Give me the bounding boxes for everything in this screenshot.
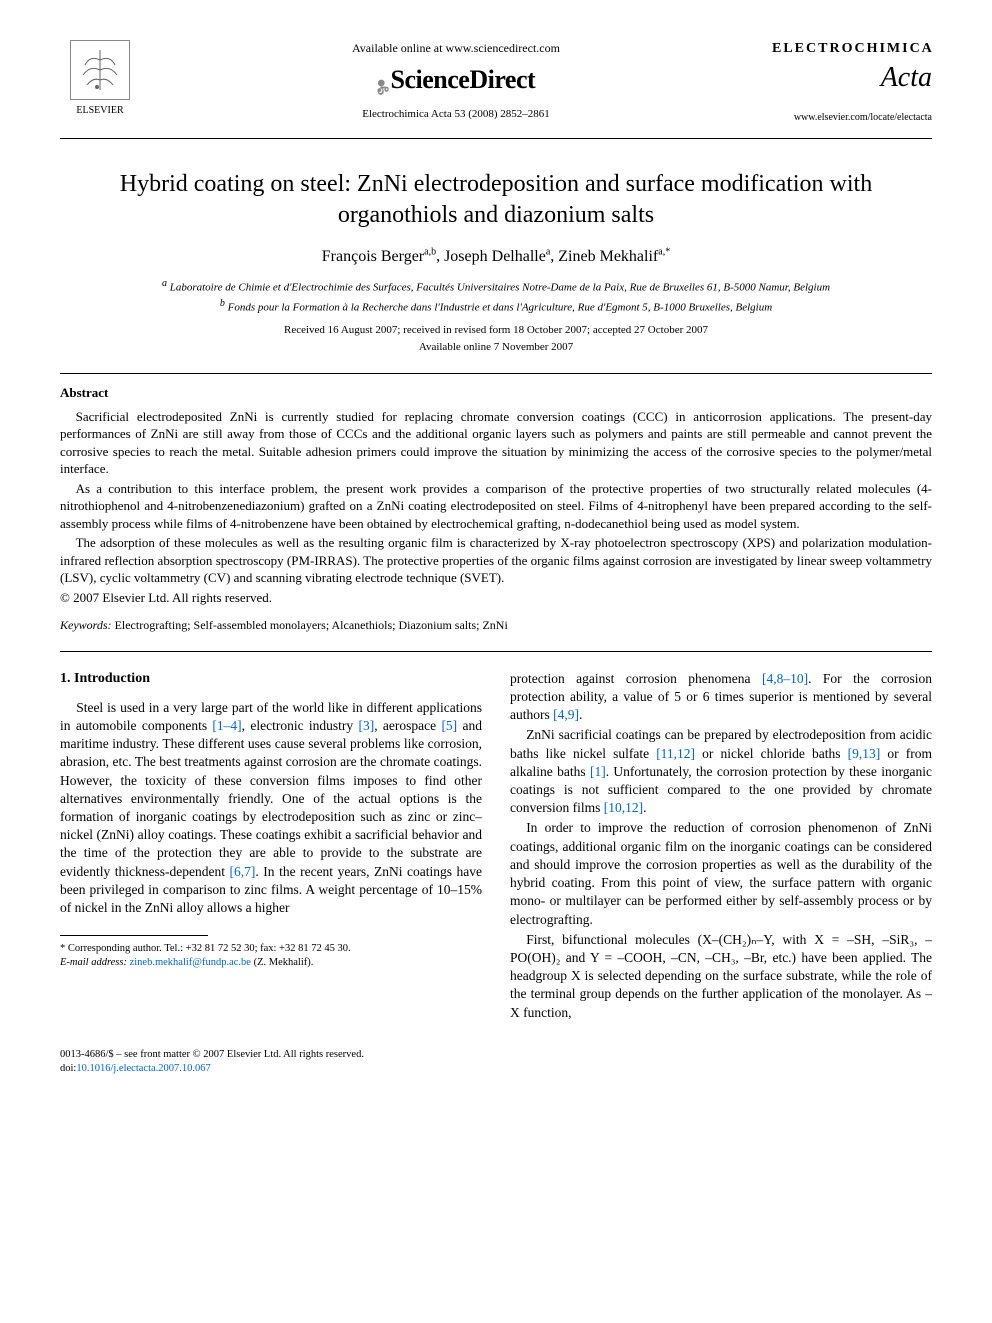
left-column: 1. Introduction Steel is used in a very …: [60, 670, 482, 1024]
ref-link[interactable]: [4,9]: [553, 707, 579, 722]
elsevier-tree-icon: [70, 40, 130, 100]
journal-name-upper: ELECTROCHIMICA: [772, 40, 932, 59]
corr-email-name: (Z. Mekhalif).: [254, 957, 314, 968]
intro-col2-p1: protection against corrosion phenomena […: [510, 670, 932, 725]
email-label: E-mail address:: [60, 957, 127, 968]
intro-heading: 1. Introduction: [60, 670, 482, 689]
sciencedirect-text: ScienceDirect: [391, 65, 536, 94]
affiliation-a: a Laboratoire de Chimie et d'Electrochim…: [60, 277, 932, 296]
journal-reference: Electrochimica Acta 53 (2008) 2852–2861: [160, 107, 752, 122]
ref-link[interactable]: [1]: [590, 764, 606, 779]
available-date: Available online 7 November 2007: [60, 340, 932, 355]
footnote-rule: [60, 935, 208, 936]
ref-link[interactable]: [3]: [358, 718, 374, 733]
ref-link[interactable]: [4,8–10]: [762, 671, 808, 686]
ref-link[interactable]: [9,13]: [848, 746, 881, 761]
page-header: ELSEVIER Available online at www.science…: [60, 40, 932, 130]
keywords-text: Electrografting; Self-assembled monolaye…: [115, 618, 508, 632]
doi-link[interactable]: 10.1016/j.electacta.2007.10.067: [76, 1063, 210, 1074]
received-dates: Received 16 August 2007; received in rev…: [60, 323, 932, 338]
abstract-p3: The adsorption of these molecules as wel…: [60, 534, 932, 587]
abstract-heading: Abstract: [60, 384, 932, 402]
ref-link[interactable]: [6,7]: [230, 864, 256, 879]
affiliation-b: b Fonds pour la Formation à la Recherche…: [60, 297, 932, 316]
abstract-p1: Sacrificial electrodeposited ZnNi is cur…: [60, 408, 932, 478]
abstract-body: Sacrificial electrodeposited ZnNi is cur…: [60, 408, 932, 607]
intro-col2-p3: In order to improve the reduction of cor…: [510, 819, 932, 928]
right-column: protection against corrosion phenomena […: [510, 670, 932, 1024]
abstract-p2: As a contribution to this interface prob…: [60, 480, 932, 533]
abstract-copyright: © 2007 Elsevier Ltd. All rights reserved…: [60, 589, 932, 607]
journal-logo-block: ELECTROCHIMICA Acta www.elsevier.com/loc…: [772, 40, 932, 124]
header-rule: [60, 138, 932, 139]
corr-tel-fax: * Corresponding author. Tel.: +32 81 72 …: [60, 942, 482, 956]
center-header: Available online at www.sciencedirect.co…: [140, 40, 772, 122]
ref-link[interactable]: [10,12]: [604, 800, 643, 815]
ref-link[interactable]: [11,12]: [656, 746, 695, 761]
page-footer: 0013-4686/$ – see front matter © 2007 El…: [60, 1048, 932, 1076]
corresponding-author-footnote: * Corresponding author. Tel.: +32 81 72 …: [60, 942, 482, 969]
intro-col1-p1: Steel is used in a very large part of th…: [60, 699, 482, 918]
abstract-top-rule: [60, 373, 932, 374]
journal-name-script: Acta: [772, 59, 932, 97]
keywords-line: Keywords: Electrografting; Self-assemble…: [60, 617, 932, 633]
authors-line: François Bergera,b, Joseph Delhallea, Zi…: [60, 245, 932, 267]
issn-line: 0013-4686/$ – see front matter © 2007 El…: [60, 1048, 932, 1062]
sciencedirect-logo: •ೄScienceDirect: [160, 62, 752, 97]
intro-col2-p4: First, bifunctional molecules (X–(CH₂)ₙ–…: [510, 931, 932, 1022]
available-online-text: Available online at www.sciencedirect.co…: [160, 40, 752, 56]
article-title: Hybrid coating on steel: ZnNi electrodep…: [100, 169, 892, 231]
elsevier-logo: ELSEVIER: [60, 40, 140, 130]
author-1: François Bergera,b: [322, 248, 436, 265]
abstract-bottom-rule: [60, 651, 932, 652]
body-columns: 1. Introduction Steel is used in a very …: [60, 670, 932, 1024]
corr-email-link[interactable]: zineb.mekhalif@fundp.ac.be: [130, 957, 251, 968]
author-3: Zineb Mekhalifa,*: [558, 248, 670, 265]
keywords-label: Keywords:: [60, 618, 112, 632]
ref-link[interactable]: [5]: [441, 718, 457, 733]
intro-col2-p2: ZnNi sacrificial coatings can be prepare…: [510, 726, 932, 817]
journal-url: www.elsevier.com/locate/electacta: [772, 111, 932, 125]
sd-swoosh-icon: •ೄ: [377, 68, 389, 93]
doi-line: doi:10.1016/j.electacta.2007.10.067: [60, 1062, 932, 1076]
doi-label: doi:: [60, 1063, 76, 1074]
corr-email-line: E-mail address: zineb.mekhalif@fundp.ac.…: [60, 956, 482, 970]
author-2: Joseph Delhallea: [444, 248, 550, 265]
elsevier-label: ELSEVIER: [76, 104, 123, 118]
affiliations: a Laboratoire de Chimie et d'Electrochim…: [60, 277, 932, 315]
ref-link[interactable]: [1–4]: [212, 718, 241, 733]
